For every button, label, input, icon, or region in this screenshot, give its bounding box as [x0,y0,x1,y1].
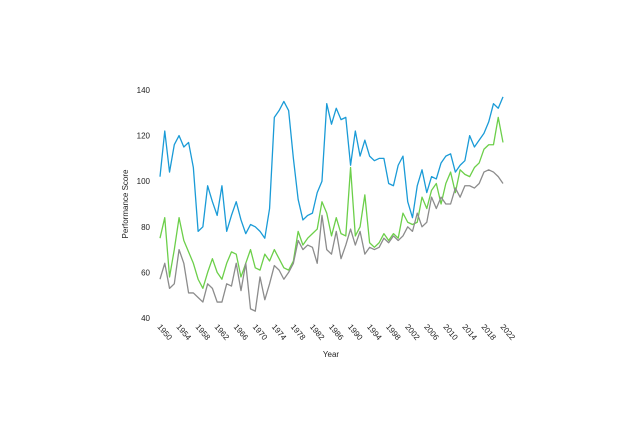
y-tick-label: 80 [141,223,150,232]
x-tick-label: 1954 [175,323,194,343]
x-tick-label: 1998 [384,323,403,343]
x-tick-label: 2006 [422,323,441,343]
x-tick-label: 1974 [270,323,289,343]
x-tick-label: 1994 [365,323,384,343]
x-tick-label: 1990 [346,323,365,343]
x-tick-label: 2010 [441,323,460,343]
x-tick-label: 2018 [479,323,498,343]
x-axis-label: Year [323,350,340,359]
y-tick-label: 140 [137,86,151,95]
series-line [159,169,504,312]
y-tick-label: 60 [141,268,150,277]
x-tick-label: 2014 [460,323,479,343]
series-line [159,96,504,239]
x-tick-label: 1966 [232,323,251,343]
y-tick-label: 40 [141,314,150,323]
series-line [159,116,504,290]
x-tick-label: 1970 [251,323,270,343]
x-tick-label: 2002 [403,323,422,343]
x-tick-label: 2022 [498,323,517,343]
x-tick-label: 1986 [327,323,346,343]
y-tick-label: 100 [137,177,151,186]
y-axis-label: Performance Score [121,169,130,238]
x-tick-label: 1982 [308,323,327,343]
x-tick-label: 1958 [194,323,213,343]
x-tick-label: 1978 [289,323,308,343]
y-tick-label: 120 [137,132,151,141]
x-tick-label: 1950 [155,323,174,343]
x-tick-label: 1962 [213,323,232,343]
